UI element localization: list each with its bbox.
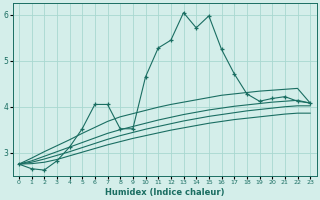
- X-axis label: Humidex (Indice chaleur): Humidex (Indice chaleur): [105, 188, 224, 197]
